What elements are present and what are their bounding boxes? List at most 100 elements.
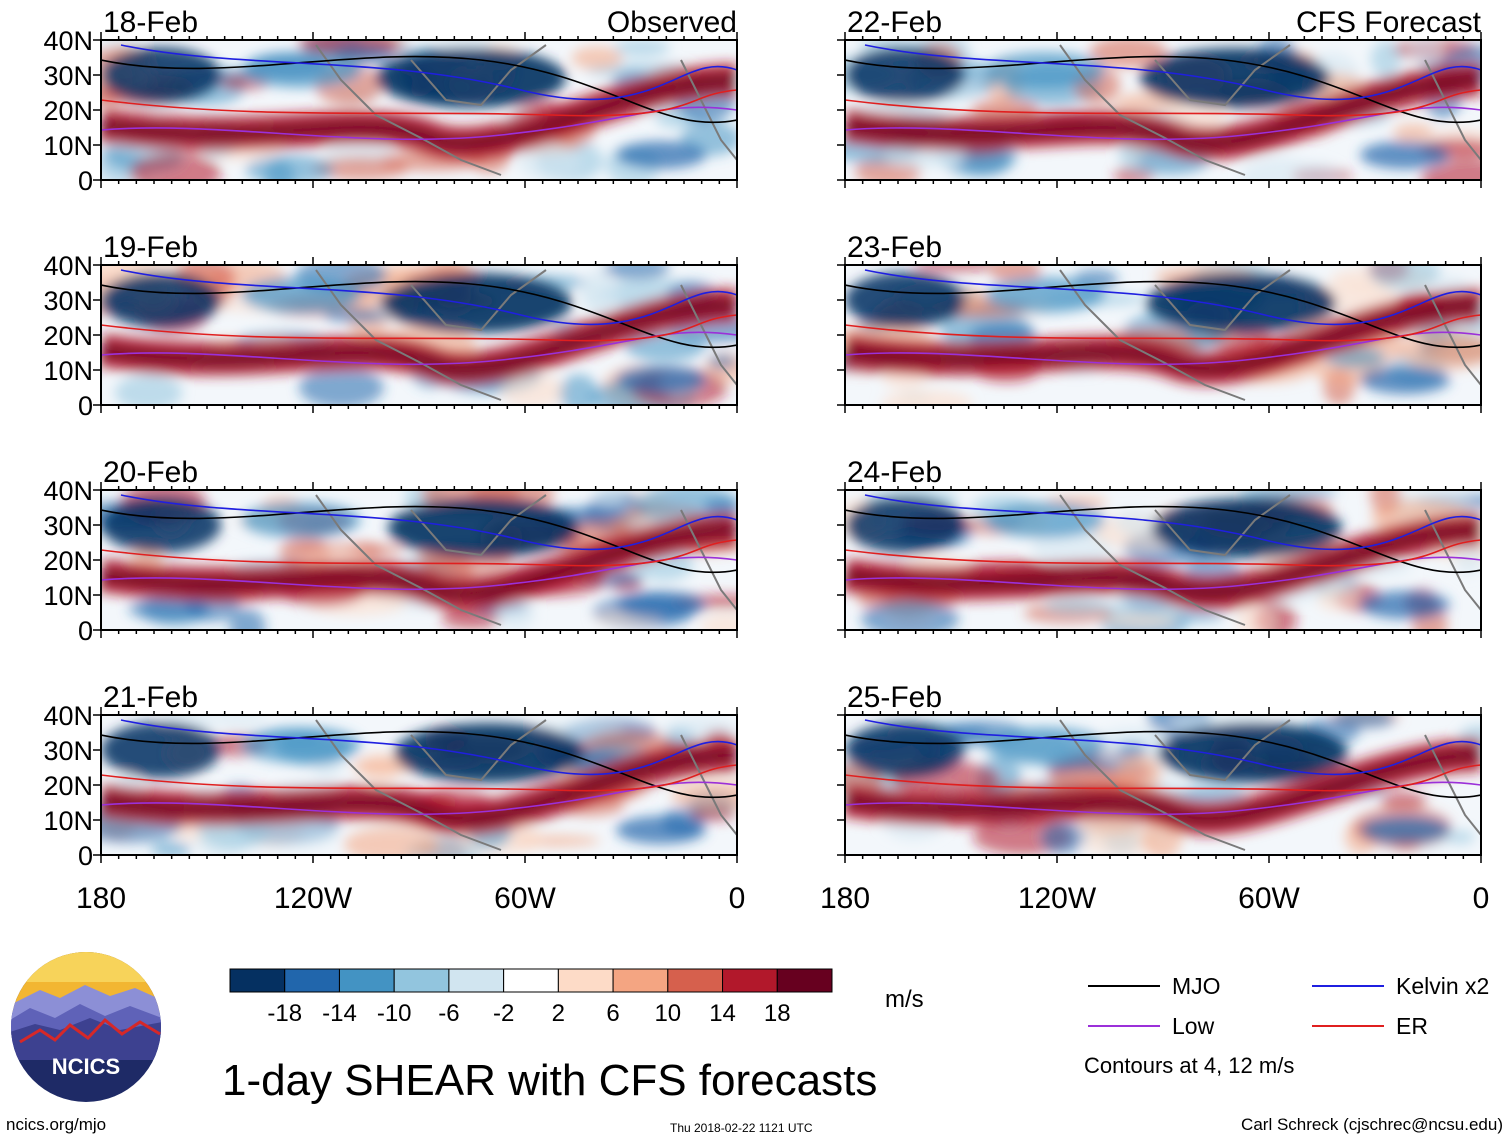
er-contour xyxy=(101,314,737,342)
y-tick-label: 10N xyxy=(43,581,93,611)
y-tick-label: 10N xyxy=(43,356,93,386)
colorbar-units: m/s xyxy=(885,986,924,1013)
panel-source-label: CFS Forecast xyxy=(1296,6,1482,39)
legend-label: MJO xyxy=(1172,973,1221,999)
y-tick-label: 10N xyxy=(43,806,93,836)
coastline xyxy=(1059,44,1481,176)
mjo-contour xyxy=(845,505,1481,574)
x-axis-labels: 180 120W 60W 0 180 120W 60W 0 xyxy=(76,882,1489,915)
shear-field xyxy=(101,715,737,855)
legend-label: Kelvin x2 xyxy=(1396,973,1489,999)
y-tick-label: 40N xyxy=(43,701,93,731)
timestamp: Thu 2018-02-22 1121 UTC xyxy=(670,1121,813,1135)
mjo-contour xyxy=(101,280,737,349)
panel-date: 24-Feb xyxy=(847,456,942,489)
panel-grid: 40N 30N 20N 10N 0 18-Feb Observed 40N 30N 20N 10N 0… xyxy=(43,6,1482,871)
logo-text: NCICS xyxy=(52,1054,120,1079)
panel-date: 18-Feb xyxy=(103,6,198,39)
colorbar: -18 -14 -10 -6 -2 2 6 10 14 18 xyxy=(229,968,833,1027)
ncics-logo: NCICS xyxy=(11,952,161,1102)
colorbar-swatch xyxy=(338,968,395,993)
panel-date: 23-Feb xyxy=(847,231,942,264)
kelvin-contour xyxy=(120,44,737,101)
x-tick-label: 120W xyxy=(274,882,353,915)
colorbar-label: -6 xyxy=(438,1000,459,1027)
kelvin-contour xyxy=(864,719,1481,776)
y-tick-label: 0 xyxy=(78,391,93,421)
shear-field xyxy=(845,40,1481,180)
y-tick-label: 30N xyxy=(43,511,93,541)
x-tick-label: 180 xyxy=(820,882,870,915)
map-panel: 22-Feb CFS Forecast xyxy=(837,6,1482,188)
shear-field xyxy=(101,265,737,405)
colorbar-swatch xyxy=(667,968,724,993)
panel-date: 22-Feb xyxy=(847,6,942,39)
y-tick-label: 10N xyxy=(43,131,93,161)
kelvin-contour xyxy=(864,269,1481,326)
colorbar-swatch xyxy=(612,968,669,993)
x-tick-label: 60W xyxy=(494,882,556,915)
mjo-contour xyxy=(101,55,737,124)
colorbar-label: 14 xyxy=(709,1000,736,1027)
kelvin-contour xyxy=(120,719,737,776)
panel-date: 20-Feb xyxy=(103,456,198,489)
map-panel: 23-Feb xyxy=(837,231,1482,413)
y-tick-label: 40N xyxy=(43,251,93,281)
kelvin-contour xyxy=(120,494,737,551)
shear-field xyxy=(845,490,1481,630)
colorbar-swatch xyxy=(393,968,450,993)
mjo-contour xyxy=(101,505,737,574)
map-panel: 40N 30N 20N 10N 0 18-Feb Observed xyxy=(43,6,738,196)
panel-source-label: Observed xyxy=(607,6,737,39)
legend-label: ER xyxy=(1396,1013,1428,1039)
colorbar-swatch xyxy=(229,968,286,993)
panel-date: 25-Feb xyxy=(847,681,942,714)
y-tick-label: 40N xyxy=(43,26,93,56)
colorbar-label: -10 xyxy=(377,1000,412,1027)
kelvin-contour xyxy=(120,269,737,326)
panel-date: 19-Feb xyxy=(103,231,198,264)
x-tick-label: 120W xyxy=(1018,882,1097,915)
coastline xyxy=(1059,494,1481,626)
coastline xyxy=(315,494,737,626)
map-panel: 40N 30N 20N 10N 0 19-Feb xyxy=(43,231,738,421)
colorbar-swatch xyxy=(284,968,340,993)
er-contour xyxy=(101,539,737,567)
y-tick-label: 20N xyxy=(43,321,93,351)
colorbar-swatch xyxy=(722,968,778,993)
legend-label: Low xyxy=(1172,1013,1215,1039)
website-link[interactable]: ncics.org/mjo xyxy=(6,1115,106,1134)
colorbar-label: -18 xyxy=(267,1000,302,1027)
coastline xyxy=(315,269,737,401)
y-tick-label: 30N xyxy=(43,61,93,91)
er-contour xyxy=(101,764,737,792)
shear-field xyxy=(101,40,737,180)
y-tick-label: 30N xyxy=(43,736,93,766)
colorbar-label: 6 xyxy=(606,1000,619,1027)
er-contour xyxy=(845,539,1481,567)
er-contour xyxy=(845,764,1481,792)
kelvin-contour xyxy=(864,494,1481,551)
coastline xyxy=(1059,719,1481,851)
coastline xyxy=(315,44,737,176)
colorbar-label: 2 xyxy=(552,1000,565,1027)
x-tick-label: 0 xyxy=(1473,882,1490,915)
x-tick-label: 180 xyxy=(76,882,126,915)
y-tick-label: 20N xyxy=(43,96,93,126)
credit: Carl Schreck (cjschrec@ncsu.edu) xyxy=(1241,1115,1503,1134)
map-panel: 40N 30N 20N 10N 0 21-Feb xyxy=(43,681,738,871)
coastline xyxy=(1059,269,1481,401)
coastline xyxy=(315,719,737,851)
colorbar-swatch xyxy=(776,968,833,993)
colorbar-label: 10 xyxy=(654,1000,681,1027)
er-contour xyxy=(845,89,1481,117)
colorbar-label: -14 xyxy=(322,1000,357,1027)
colorbar-label: -2 xyxy=(493,1000,514,1027)
y-tick-label: 40N xyxy=(43,476,93,506)
mjo-contour xyxy=(101,730,737,799)
shear-field xyxy=(845,715,1481,855)
colorbar-swatch xyxy=(557,968,614,993)
map-panel: 40N 30N 20N 10N 0 20-Feb xyxy=(43,456,738,646)
mjo-contour xyxy=(845,280,1481,349)
legend: MJO Kelvin x2 Low ER xyxy=(1088,973,1489,1039)
